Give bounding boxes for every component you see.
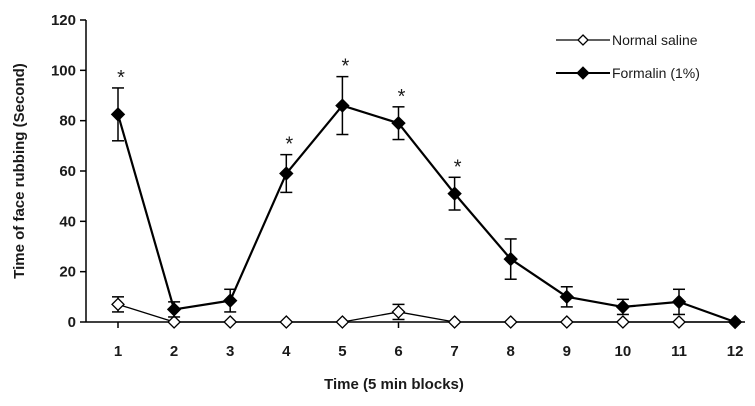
significance-star: *	[454, 156, 462, 178]
data-point-formalin	[671, 294, 687, 310]
series-line-normal-saline	[117, 303, 736, 323]
data-point-normal-saline	[672, 315, 686, 329]
significance-star: *	[342, 56, 350, 78]
x-tick-label: 10	[615, 343, 632, 360]
annotations: * * * * *	[117, 56, 462, 179]
data-point-normal-saline	[279, 315, 294, 329]
data-point-normal-saline	[223, 315, 238, 329]
data-point-formalin	[335, 98, 350, 113]
y-ticks: 0 20 40 60 80 100 120	[51, 12, 86, 331]
data-point-formalin	[727, 314, 743, 330]
significance-star: *	[285, 134, 293, 156]
data-point-normal-saline	[167, 315, 182, 329]
series-formalin	[110, 75, 743, 330]
x-tick-label: 3	[226, 343, 234, 360]
series-normal-saline	[111, 296, 743, 329]
data-point-formalin	[559, 289, 575, 305]
x-ticks: 1 2 3 4 5 6 7 8 9 10 11 12	[114, 322, 744, 360]
y-tick-label: 60	[59, 163, 76, 180]
legend: Normal saline Formalin (1%)	[556, 32, 700, 81]
data-point-formalin	[222, 293, 238, 308]
series-line-formalin	[116, 104, 736, 324]
data-point-formalin	[166, 302, 182, 317]
data-point-normal-saline	[559, 315, 574, 329]
y-tick-label: 40	[59, 213, 76, 230]
significance-star: *	[117, 67, 125, 89]
x-tick-label: 11	[671, 343, 687, 360]
x-tick-label: 5	[338, 343, 346, 360]
legend-marker-formalin	[576, 66, 590, 80]
legend-label-normal-saline: Normal saline	[612, 32, 698, 48]
data-point-normal-saline	[503, 315, 518, 329]
significance-star: *	[398, 86, 406, 108]
x-tick-label: 2	[170, 343, 178, 360]
plot-area	[110, 75, 743, 330]
x-tick-label: 8	[507, 343, 515, 360]
y-axis-title: Time of face rubbing (Second)	[11, 63, 28, 279]
y-tick-label: 20	[59, 264, 76, 281]
data-point-normal-saline	[391, 305, 406, 319]
x-tick-label: 7	[450, 343, 458, 360]
data-point-formalin	[615, 299, 631, 315]
x-tick-label: 9	[563, 343, 571, 360]
x-axis-title: Time (5 min blocks)	[324, 376, 464, 393]
data-point-normal-saline	[335, 315, 350, 329]
x-tick-label: 4	[282, 343, 291, 360]
data-point-formalin	[391, 115, 406, 131]
y-tick-label: 100	[51, 62, 76, 79]
legend-label-formalin: Formalin (1%)	[612, 65, 700, 81]
y-tick-label: 0	[68, 314, 76, 331]
x-tick-label: 1	[114, 343, 122, 360]
y-tick-label: 120	[51, 12, 76, 29]
data-point-formalin	[110, 107, 126, 122]
x-tick-label: 12	[727, 343, 744, 360]
x-axis: 1 2 3 4 5 6 7 8 9 10 11 12	[86, 321, 745, 360]
data-point-formalin	[279, 166, 294, 181]
y-axis: 0 20 40 60 80 100 120	[51, 12, 87, 331]
x-tick-label: 6	[394, 343, 402, 360]
data-point-normal-saline	[111, 297, 125, 312]
data-point-formalin	[447, 186, 462, 201]
data-point-formalin	[503, 251, 518, 267]
y-tick-label: 80	[59, 113, 76, 130]
data-point-normal-saline	[447, 315, 462, 329]
legend-marker-normal-saline	[577, 34, 589, 46]
data-point-normal-saline	[615, 315, 630, 329]
